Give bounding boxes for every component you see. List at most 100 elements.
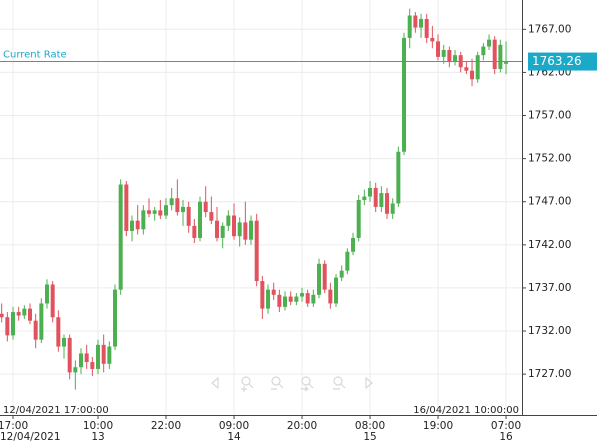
candle-body — [453, 55, 458, 63]
candle-body — [487, 39, 492, 47]
nav-zoom-in[interactable] — [241, 376, 254, 392]
range-end: 16/04/2021 10:00:00 — [413, 405, 519, 416]
candles — [0, 8, 509, 390]
candle-body — [345, 251, 350, 271]
candle-body — [498, 44, 503, 69]
candle-body — [356, 200, 361, 238]
x-date-label: 13 — [91, 431, 104, 441]
candle-body — [481, 46, 486, 56]
candle-body — [260, 281, 265, 309]
current-rate-label: Current Rate — [3, 50, 67, 61]
y-tick-label: 1747.00 — [528, 196, 571, 208]
candle-body — [158, 210, 163, 216]
navigation-controls[interactable] — [211, 376, 373, 392]
candle-body — [79, 353, 84, 368]
candle-body — [28, 308, 33, 321]
candle-body — [135, 220, 140, 230]
candle-body — [249, 220, 254, 240]
candle-body — [90, 362, 95, 369]
nav-forward[interactable] — [365, 376, 373, 390]
y-tick-label: 1742.00 — [528, 239, 571, 251]
candle-body — [413, 15, 418, 28]
candle-body — [441, 50, 446, 57]
candle-body — [305, 293, 310, 304]
candle-body — [181, 206, 186, 213]
candle-body — [300, 293, 305, 297]
candle-body — [402, 37, 407, 152]
candle-body — [50, 284, 55, 318]
candle-body — [130, 220, 135, 232]
candle-body — [419, 18, 424, 28]
candle-body — [232, 215, 237, 237]
candle-body — [16, 312, 21, 316]
candle-body — [294, 296, 299, 302]
candle-body — [39, 303, 44, 340]
candle-body — [283, 296, 288, 307]
candle-body — [33, 320, 38, 340]
x-tick-label: 19:00 — [423, 420, 453, 432]
candle-body — [436, 41, 441, 57]
candle-body — [11, 312, 16, 336]
candle-body — [237, 222, 242, 237]
candle-body — [328, 289, 333, 304]
candle-body — [124, 184, 129, 232]
candle-body — [113, 289, 118, 347]
candle-body — [45, 284, 50, 304]
candle-body — [254, 220, 259, 282]
candle-body — [288, 296, 293, 302]
candle-body — [62, 337, 67, 347]
candle-body — [209, 212, 214, 221]
nav-zoom-fit[interactable] — [333, 376, 346, 390]
candle-body — [118, 184, 123, 290]
current-rate-value: 1763.26 — [532, 54, 582, 68]
candle-body — [101, 344, 106, 364]
nav-zoom-reset[interactable] — [301, 376, 314, 392]
y-tick-label: 1732.00 — [528, 325, 571, 337]
candle-body — [430, 37, 435, 42]
candle-body — [215, 220, 220, 238]
candle-body — [152, 210, 157, 214]
candle-body — [351, 237, 356, 252]
candle-body — [379, 193, 384, 207]
y-tick-label: 1752.00 — [528, 153, 571, 165]
candle-body — [243, 222, 248, 240]
x-tick-label: 08:00 — [355, 420, 385, 432]
nav-zoom-out[interactable] — [271, 376, 284, 390]
x-date-label: 14 — [227, 431, 241, 441]
candle-body — [164, 205, 169, 216]
y-tick-label: 1737.00 — [528, 282, 571, 294]
candle-body — [226, 215, 231, 226]
candle-body — [169, 198, 174, 206]
candle-body — [334, 277, 339, 304]
candle-body — [447, 50, 452, 63]
candle-body — [362, 196, 367, 200]
candle-body — [322, 263, 327, 290]
x-tick-label: 20:00 — [287, 420, 317, 432]
candle-body — [396, 151, 401, 204]
y-tick-label: 1727.00 — [528, 368, 571, 380]
x-tick-label: 17:00 — [0, 420, 28, 432]
candle-body — [317, 263, 322, 295]
x-tick-label: 10:00 — [83, 420, 113, 432]
x-tick-label: 07:00 — [491, 420, 521, 432]
candle-body — [470, 70, 475, 80]
candle-body — [67, 337, 72, 373]
candle-body — [385, 193, 390, 214]
candle-body — [407, 15, 412, 38]
candle-body — [475, 55, 480, 80]
nav-back[interactable] — [211, 376, 219, 390]
candle-body — [96, 344, 101, 369]
candle-body — [203, 201, 208, 213]
candle-body — [141, 210, 146, 230]
candle-body — [504, 61, 509, 64]
x-date-label: 12/04/2021 — [0, 431, 61, 441]
candle-body — [56, 317, 61, 347]
candle-body — [368, 187, 373, 197]
candle-body — [492, 39, 497, 69]
candle-body — [192, 225, 197, 238]
candle-body — [175, 198, 180, 213]
candle-body — [277, 294, 282, 307]
candle-body — [147, 210, 152, 214]
